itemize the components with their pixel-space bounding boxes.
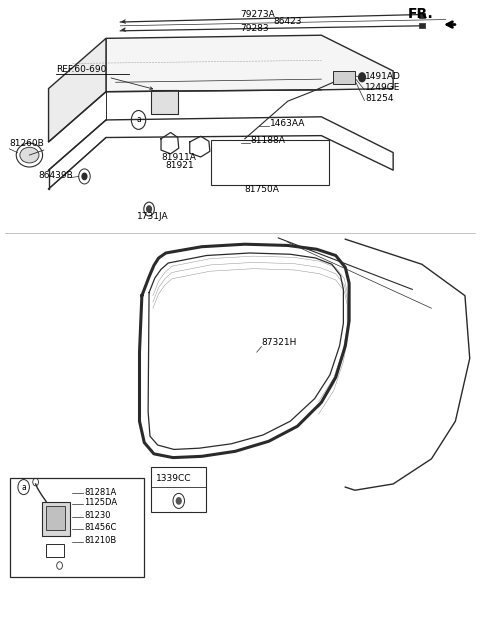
Text: 81911A: 81911A [161,153,196,162]
Text: 86423: 86423 [274,17,302,26]
Text: FR.: FR. [408,7,434,21]
Text: 81254: 81254 [365,94,394,103]
Text: 1463AA: 1463AA [270,120,305,128]
Bar [420,23,425,28]
Text: 1731JA: 1731JA [137,212,168,221]
Ellipse shape [20,147,39,163]
Circle shape [359,73,365,82]
Bar [10,477,144,577]
Text: 81260B: 81260B [9,139,44,148]
Text: 81188A: 81188A [251,136,286,145]
Text: 81230: 81230 [84,511,111,520]
Text: 1339CC: 1339CC [156,474,192,483]
Text: a: a [21,482,26,492]
Polygon shape [106,35,393,92]
Polygon shape [48,38,106,142]
Bar [235,140,241,147]
Text: 81456C: 81456C [84,523,117,532]
Circle shape [176,498,181,504]
Text: 1249GE: 1249GE [365,83,401,92]
Bar [420,13,425,18]
Bar [46,506,65,530]
Text: 86439B: 86439B [38,170,73,180]
Text: a: a [136,116,141,125]
Text: 79273A: 79273A [240,10,275,19]
Ellipse shape [16,143,43,167]
Text: 87321H: 87321H [262,338,297,347]
Text: 1491AD: 1491AD [365,72,401,81]
Bar [152,467,206,512]
Bar [46,543,64,557]
Text: 81921: 81921 [166,161,194,170]
Text: 81750A: 81750A [245,185,280,194]
Text: REF.60-690: REF.60-690 [56,65,106,74]
Circle shape [82,173,87,179]
Bar [42,501,70,536]
Bar [152,90,178,114]
Text: 79283: 79283 [240,24,269,33]
Text: 81210B: 81210B [84,536,117,545]
Bar [333,71,355,84]
Circle shape [147,206,152,212]
Text: 81281A: 81281A [84,487,117,497]
Bar [211,140,328,185]
Text: 1125DA: 1125DA [84,498,118,508]
